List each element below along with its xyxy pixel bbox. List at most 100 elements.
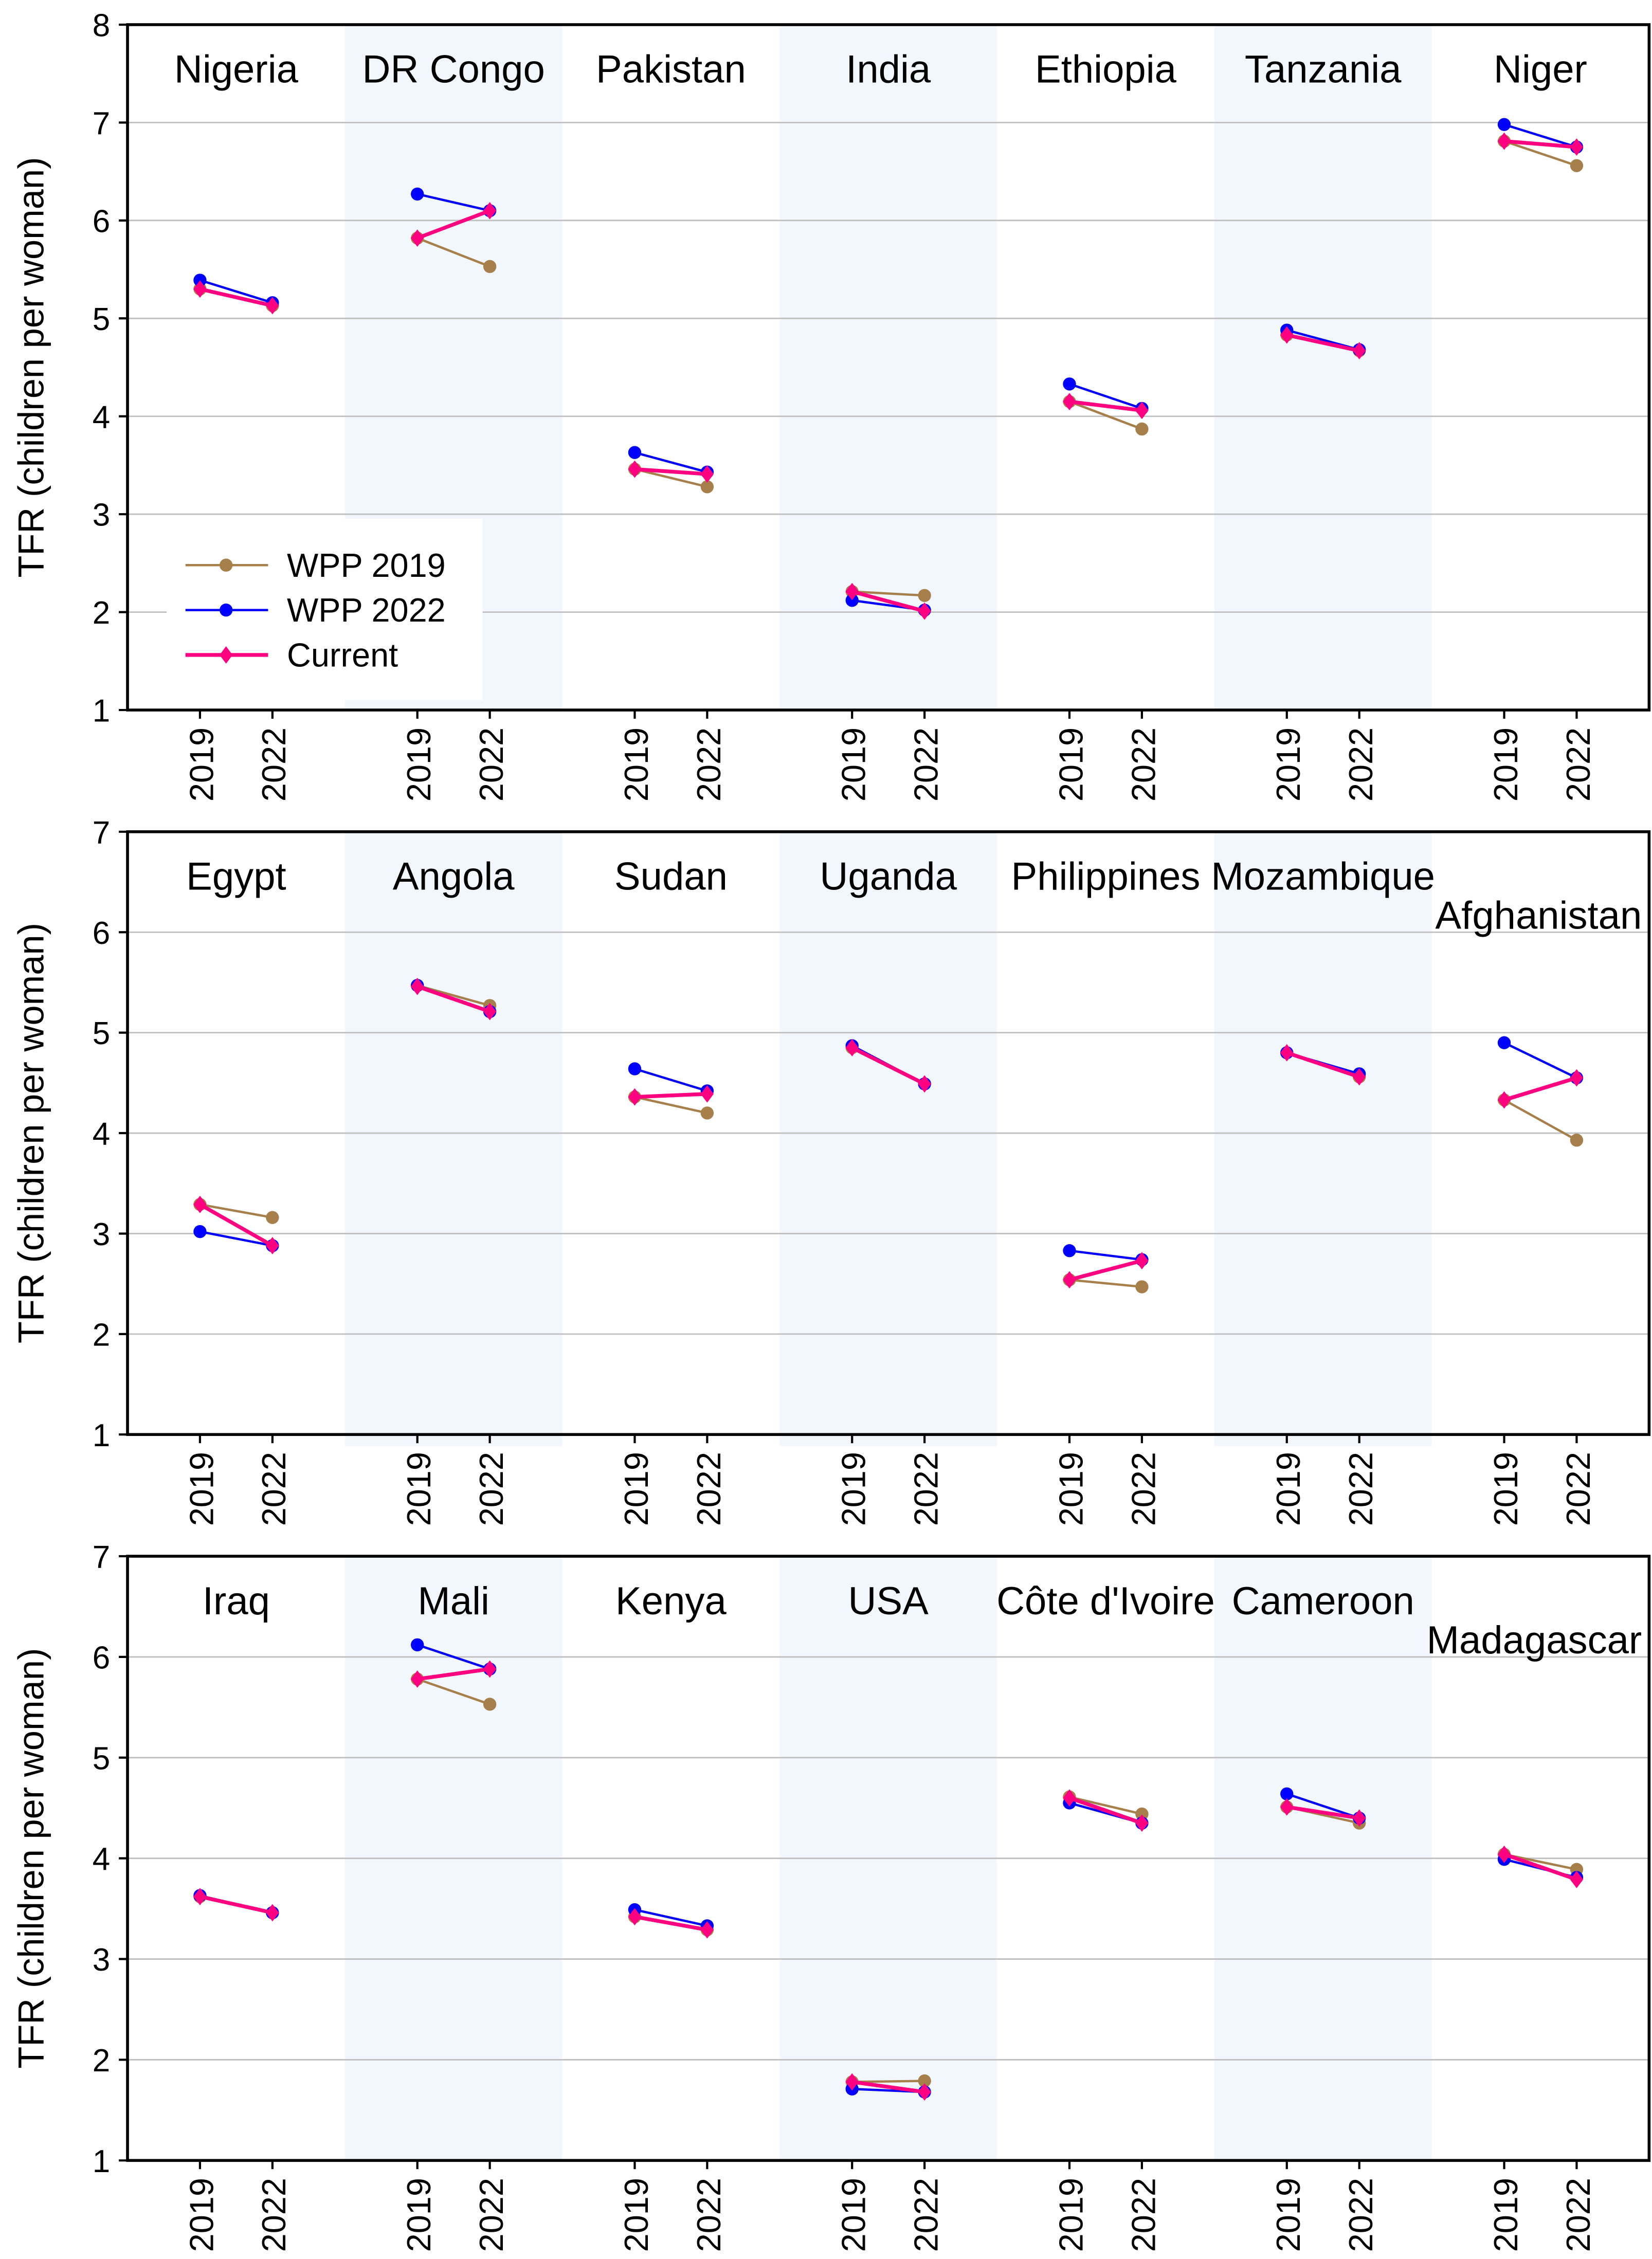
plot-frame: [126, 830, 1651, 1436]
data-point-current: [193, 280, 207, 298]
data-point-current: [1497, 1845, 1511, 1863]
series-line-current: [1286, 1051, 1360, 1079]
series-line-wpp2019: [1069, 1795, 1142, 1815]
x-tick-label: 2022: [1559, 1452, 1597, 1526]
series-line-wpp2022: [1503, 1042, 1577, 1079]
data-point-wpp2022: [411, 1638, 424, 1652]
series-line-wpp2022: [199, 1230, 273, 1247]
y-axis-label: TFR (children per woman): [11, 923, 51, 1343]
x-tick-label: 2022: [1559, 2178, 1597, 2252]
x-tick-label: 2022: [690, 727, 728, 801]
y-tick-label: 1: [93, 2144, 110, 2179]
series-line-current: [634, 1092, 707, 1099]
legend-label: WPP 2019: [287, 546, 446, 584]
data-point-wpp2022: [1280, 1787, 1294, 1800]
x-tick-label: 2019: [1052, 727, 1090, 801]
data-point-current: [918, 602, 931, 620]
data-point-wpp2022: [193, 1225, 207, 1238]
x-tick-label: 2019: [1269, 2178, 1307, 2252]
data-point-current: [1497, 132, 1511, 150]
x-tick-label: 2019: [835, 2178, 873, 2252]
series-line-current: [416, 209, 491, 240]
x-tick-label: 2019: [400, 727, 438, 801]
y-tick-label: 8: [93, 8, 110, 44]
country-label: Ethiopia: [1035, 48, 1177, 92]
x-tick-label: 2019: [400, 2178, 438, 2252]
series-line-current: [851, 1046, 925, 1086]
series-line-current: [851, 590, 925, 613]
series-line-current: [1503, 1852, 1577, 1882]
data-point-wpp2019: [918, 2074, 931, 2088]
data-point-current: [845, 2073, 859, 2091]
data-point-wpp2019: [1135, 1807, 1149, 1821]
series-line-current: [1069, 1259, 1142, 1282]
country-label: Niger: [1494, 48, 1587, 92]
data-point-wpp2019: [700, 1106, 714, 1120]
y-tick-label: 5: [93, 1741, 110, 1776]
data-point-wpp2022: [1497, 118, 1511, 131]
y-tick-label: 6: [93, 916, 110, 951]
data-point-current: [1570, 1069, 1584, 1087]
data-point-wpp2022: [193, 274, 207, 287]
data-point-current: [628, 460, 642, 478]
data-point-current: [1497, 1091, 1511, 1109]
legend-label: Current: [287, 636, 398, 674]
country-label: Philippines: [1011, 855, 1200, 899]
data-point-current: [628, 1088, 642, 1106]
country-label: Uganda: [820, 855, 957, 899]
data-point-wpp2022: [1063, 377, 1076, 391]
series-line-current: [634, 467, 707, 476]
y-tick-label: 3: [93, 498, 110, 533]
series-line-current: [417, 1667, 491, 1681]
series-line-current: [851, 2080, 925, 2094]
x-tick-label: 2022: [690, 2178, 728, 2252]
data-point-wpp2022: [1063, 1244, 1076, 1258]
data-point-wpp2019: [700, 480, 714, 494]
series-line-current: [199, 287, 273, 308]
data-point-current: [845, 582, 859, 600]
series-line-wpp2019: [634, 1096, 707, 1115]
data-point-wpp2019: [1135, 1280, 1149, 1294]
y-tick-label: 2: [93, 1317, 110, 1353]
x-tick-label: 2022: [473, 727, 510, 801]
data-point-current: [918, 2083, 931, 2101]
series-line-current: [1286, 1805, 1360, 1820]
x-tick-label: 2022: [690, 1452, 728, 1526]
series-line-wpp2019: [1503, 140, 1577, 167]
data-point-current: [483, 1003, 497, 1021]
series-line-current: [199, 1894, 273, 1915]
series-line-wpp2019: [1069, 1279, 1142, 1288]
data-point-current: [845, 1039, 859, 1056]
series-line-current: [1069, 399, 1142, 412]
data-point-wpp2022: [628, 446, 642, 459]
series-line-current: [199, 1203, 274, 1248]
data-point-wpp2019: [1570, 159, 1584, 172]
y-tick-label: 4: [93, 1117, 110, 1152]
data-point-wpp2022: [628, 1062, 642, 1076]
x-tick-label: 2022: [1124, 2178, 1162, 2252]
x-tick-label: 2022: [1559, 727, 1597, 801]
series-line-wpp2022: [1286, 1793, 1360, 1819]
column-shade: [779, 24, 997, 711]
data-point-current: [1280, 1798, 1294, 1816]
y-tick-label: 2: [93, 595, 110, 631]
y-tick-label: 2: [93, 2043, 110, 2079]
data-point-current: [266, 1904, 279, 1922]
series-line-wpp2019: [416, 1678, 491, 1706]
country-label: India: [846, 48, 931, 92]
data-point-wpp2019: [918, 589, 931, 602]
column-shade: [779, 831, 997, 1446]
x-tick-label: 2022: [907, 727, 945, 801]
x-tick-label: 2022: [907, 1452, 945, 1526]
data-point-current: [266, 1236, 279, 1254]
series-line-wpp2022: [1069, 382, 1142, 410]
x-tick-label: 2022: [1124, 727, 1162, 801]
data-point-current: [483, 202, 497, 220]
y-tick-label: 5: [93, 1016, 110, 1051]
series-line-current: [1286, 333, 1360, 353]
country-label: USA: [848, 1579, 929, 1623]
data-point-current: [1063, 1789, 1076, 1807]
panel-2: 1 2 3 4 5 6 7 TFR (children per woman) Egypt 2019…: [11, 815, 1651, 1526]
data-point-current: [1570, 138, 1584, 156]
